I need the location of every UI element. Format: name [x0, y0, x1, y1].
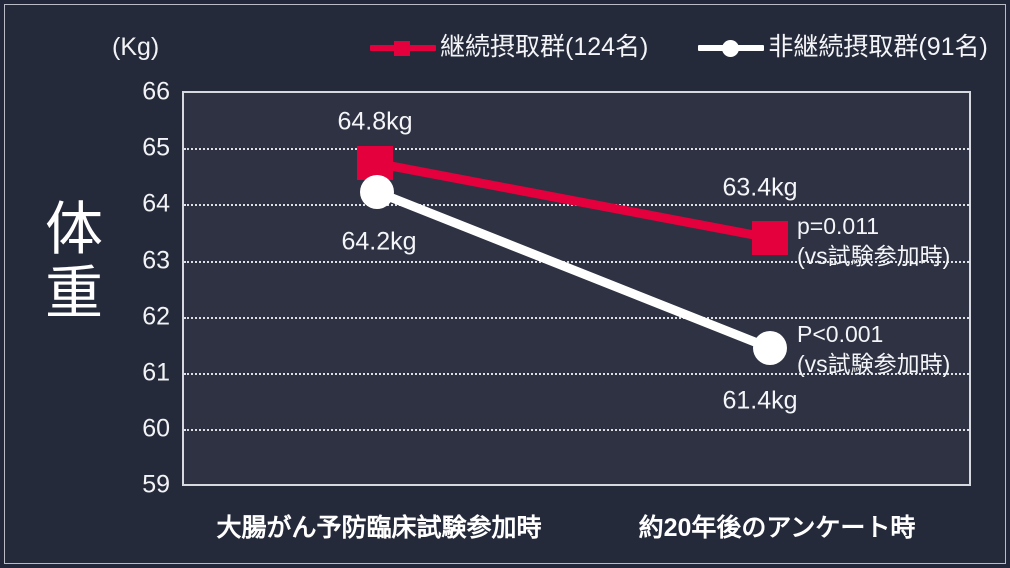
y-tick-65: 65	[142, 133, 170, 162]
legend-label-continued-group: 継続摂取群(124名)	[440, 33, 649, 61]
y-tick-63: 63	[142, 246, 170, 275]
x-tick-label-followup: 約20年後のアンケート時	[638, 514, 916, 542]
y-axis-title: 体重	[44, 197, 103, 326]
annotation-continued-pvalue: p=0.011	[797, 213, 880, 239]
gridline-60	[184, 429, 969, 431]
y-tick-61: 61	[142, 358, 170, 387]
plot-area	[182, 91, 971, 486]
x-tick-label-baseline: 大腸がん予防臨床試験参加時	[216, 514, 542, 542]
y-tick-64: 64	[142, 189, 170, 218]
data-point-continued-followup[interactable]	[752, 221, 788, 255]
data-point-discontinued-followup[interactable]	[753, 331, 787, 365]
gridline-64	[184, 204, 969, 206]
value-label-continued-baseline: 64.8kg	[337, 107, 413, 136]
annotation-discontinued-group: P<0.001 (vs試験参加時)	[797, 319, 950, 379]
annotation-discontinued-comparison: (vs試験参加時)	[797, 351, 951, 377]
chart-legend: 継続摂取群(124名) 非継続摂取群(91名)	[370, 35, 988, 60]
y-axis-unit-label: (Kg)	[112, 33, 160, 61]
data-point-discontinued-baseline[interactable]	[360, 175, 394, 209]
value-label-discontinued-baseline: 64.2kg	[341, 227, 417, 256]
legend-marker-circle-icon	[698, 37, 765, 59]
y-tick-62: 62	[142, 302, 170, 331]
gridline-61	[184, 373, 969, 375]
legend-item-discontinued-group[interactable]: 非継続摂取群(91名)	[698, 33, 988, 61]
legend-item-continued-group[interactable]: 継続摂取群(124名)	[370, 35, 648, 60]
y-tick-66: 66	[142, 77, 170, 106]
legend-marker-square-icon	[370, 37, 436, 59]
value-label-discontinued-followup: 61.4kg	[722, 386, 798, 415]
value-label-continued-followup: 63.4kg	[722, 173, 798, 202]
annotation-continued-group: p=0.011 (vs試験参加時)	[797, 211, 950, 271]
annotation-continued-comparison: (vs試験参加時)	[797, 243, 951, 269]
y-tick-60: 60	[142, 414, 170, 443]
gridline-65	[184, 148, 969, 150]
data-point-continued-baseline[interactable]	[357, 146, 393, 180]
y-tick-59: 59	[142, 470, 170, 499]
legend-label-discontinued-group: 非継続摂取群(91名)	[768, 33, 988, 61]
annotation-discontinued-pvalue: P<0.001	[797, 321, 884, 347]
